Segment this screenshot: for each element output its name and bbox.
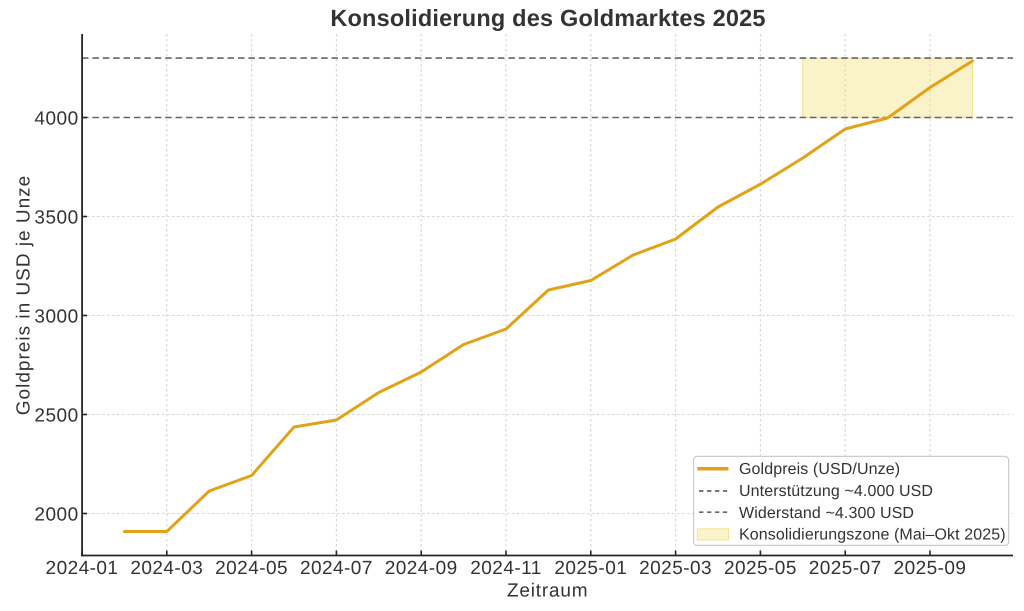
svg-text:3000: 3000 (34, 306, 78, 327)
svg-text:2024-03: 2024-03 (130, 558, 203, 579)
svg-text:2024-07: 2024-07 (300, 558, 373, 579)
svg-text:2024-05: 2024-05 (215, 558, 288, 579)
svg-text:2024-11: 2024-11 (470, 558, 541, 579)
svg-text:Konsolidierung des Goldmarktes: Konsolidierung des Goldmarktes 2025 (330, 5, 765, 31)
svg-text:2500: 2500 (34, 405, 78, 426)
svg-text:Goldpreis (USD/Unze): Goldpreis (USD/Unze) (739, 461, 900, 478)
svg-text:2025-03: 2025-03 (639, 558, 712, 579)
svg-text:3500: 3500 (34, 207, 78, 228)
svg-text:2024-09: 2024-09 (385, 558, 458, 579)
svg-text:Widerstand ~4.300 USD: Widerstand ~4.300 USD (739, 505, 914, 522)
svg-text:2024-01: 2024-01 (46, 558, 119, 579)
svg-text:2025-05: 2025-05 (724, 558, 797, 579)
svg-text:2000: 2000 (34, 504, 78, 525)
svg-text:Goldpreis in USD je Unze: Goldpreis in USD je Unze (14, 175, 35, 415)
svg-text:2025-01: 2025-01 (554, 558, 627, 579)
svg-text:4000: 4000 (34, 108, 78, 129)
svg-text:Unterstützung ~4.000 USD: Unterstützung ~4.000 USD (739, 483, 933, 500)
svg-text:2025-07: 2025-07 (809, 558, 882, 579)
svg-text:Konsolidierungszone (Mai–Okt 2: Konsolidierungszone (Mai–Okt 2025) (739, 527, 1006, 544)
svg-text:2025-09: 2025-09 (894, 558, 967, 579)
svg-text:Zeitraum: Zeitraum (507, 580, 588, 601)
